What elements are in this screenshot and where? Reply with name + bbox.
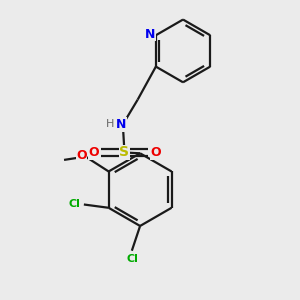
Text: O: O [88,146,99,159]
Text: Cl: Cl [127,254,138,264]
Text: N: N [116,118,126,131]
Text: S: S [119,146,130,160]
Text: Cl: Cl [68,199,80,209]
Text: O: O [76,149,87,162]
Text: H: H [106,119,115,129]
Text: N: N [145,28,155,41]
Text: O: O [150,146,161,159]
